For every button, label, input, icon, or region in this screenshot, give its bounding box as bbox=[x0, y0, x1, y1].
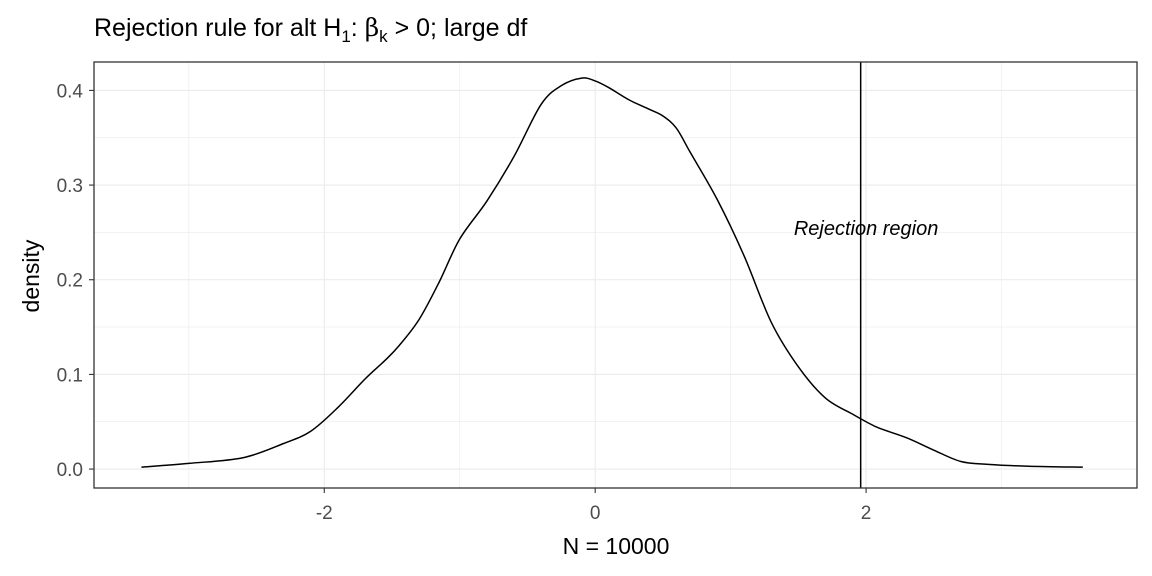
x-tick-label: -2 bbox=[316, 503, 333, 524]
y-tick-label: 0.3 bbox=[57, 176, 83, 197]
y-tick-label: 0.1 bbox=[57, 365, 83, 386]
density-line bbox=[141, 77, 1083, 468]
y-tick-label: 0.4 bbox=[57, 81, 84, 102]
y-tick-label: 0.0 bbox=[57, 460, 83, 481]
x-tick-label: 2 bbox=[861, 503, 872, 524]
x-axis-title: N = 10000 bbox=[563, 533, 670, 559]
y-axis-title: density bbox=[18, 239, 44, 312]
panel-border bbox=[93, 61, 1138, 489]
rejection-region-annotation: Rejection region bbox=[794, 218, 939, 240]
grid bbox=[94, 62, 1137, 488]
chart-title: Rejection rule for alt H1: βk > 0; large… bbox=[94, 13, 527, 46]
y-tick-label: 0.2 bbox=[57, 271, 83, 292]
x-tick-label: 0 bbox=[590, 503, 601, 524]
series-layer bbox=[141, 77, 1083, 468]
y-axis-ticks: 0.0 0.1 0.2 0.3 0.4 bbox=[57, 81, 94, 481]
x-axis-ticks: -2 0 2 bbox=[316, 488, 872, 524]
